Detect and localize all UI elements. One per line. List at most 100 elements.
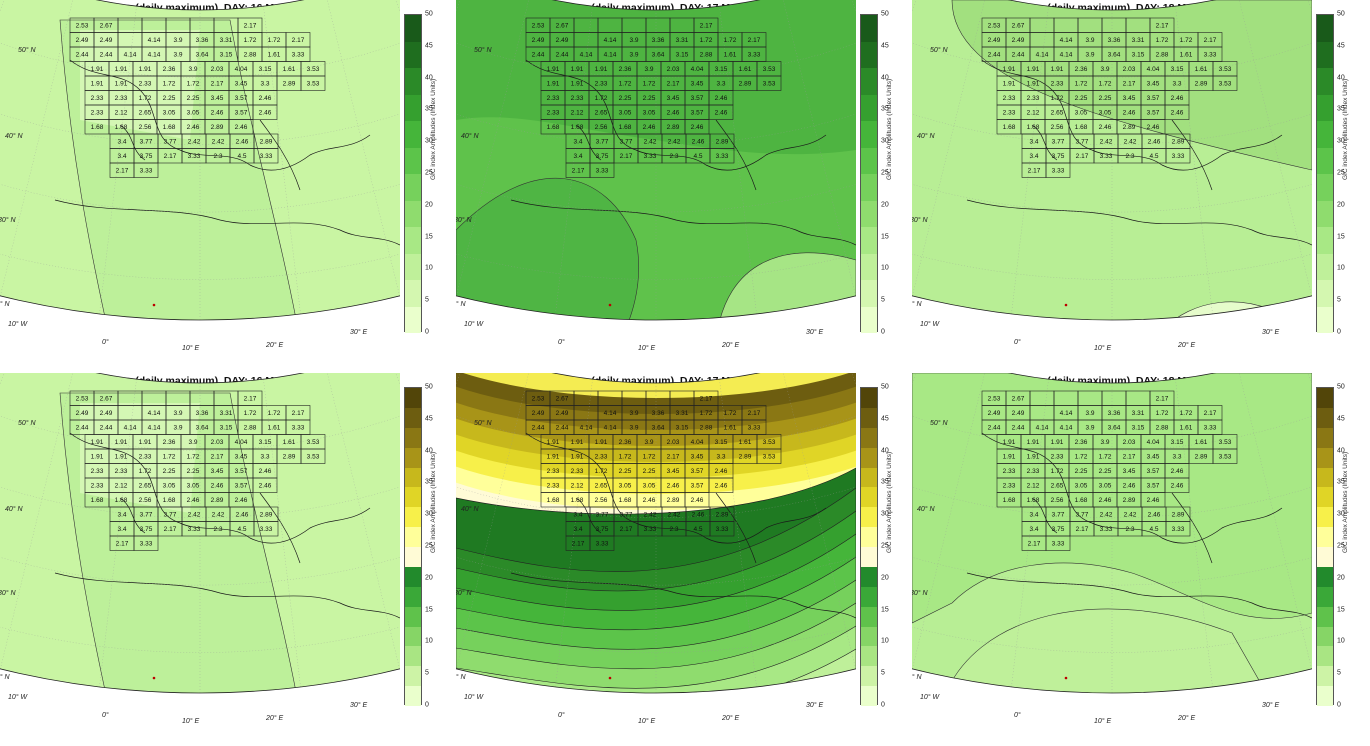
grid-cell-value: 2.25 [163, 95, 176, 102]
grid-cell-value: 1.91 [115, 66, 128, 73]
grid-cell-value: 1.91 [91, 66, 104, 73]
grid-cell-value: 2.46 [259, 482, 272, 489]
gic-value-grid: 2.53 2.67 2.17 2.49 2.49 4.14 3.9 3.36 3.31 1.72 1… [69, 390, 326, 551]
grid-cell-value: 3.4 [573, 153, 582, 160]
grid-cell-value: 2.67 [100, 395, 113, 402]
grid-cell-value: 1.91 [547, 439, 560, 446]
grid-cell-value: 2.56 [139, 497, 152, 504]
grid-cell-value: 2.53 [988, 395, 1001, 402]
map-panel-gicy-17: GICy Index (daily maximum), DAY: 17 Marc… [456, 0, 912, 373]
grid-cell-value: 2.49 [988, 410, 1001, 417]
map-canvas: 2.53 2.67 2.17 2.49 2.49 4.14 3.9 3.36 3.31 1.72 1… [0, 0, 400, 352]
grid-cell-value: 3.31 [676, 410, 689, 417]
colorbar-tick: 20 [881, 574, 889, 582]
grid-cell-value: 3.36 [196, 37, 209, 44]
colorbar-tick: 35 [425, 478, 433, 486]
grid-cell-value: 3.9 [1100, 439, 1109, 446]
grid-cell-value: 3.45 [1123, 95, 1136, 102]
grid-cell-value: 2.17 [116, 167, 129, 174]
grid-cell-value: 3.75 [1052, 153, 1065, 160]
grid-cell-value: 2.89 [211, 124, 224, 131]
grid-cell-value: 3.33 [1172, 153, 1185, 160]
grid-cell-value: 2.33 [1051, 80, 1064, 87]
grid-cell-value: 2.25 [619, 468, 632, 475]
grid-cell-value: 2.17 [620, 153, 633, 160]
grid-cell-value: 2.88 [244, 51, 257, 58]
grid-cell [1165, 148, 1191, 164]
grid-cell-value: 2.42 [212, 138, 225, 145]
grid-cell-value: 4.5 [237, 153, 246, 160]
grid-cell-value: 2.42 [212, 511, 225, 518]
grid-cell-value: 2.3 [213, 153, 222, 160]
colorbar-tick: 35 [881, 478, 889, 486]
lon-label: 20° E [721, 341, 740, 349]
colorbar-tick: 40 [425, 74, 433, 82]
grid-cell-value: 2.03 [667, 439, 680, 446]
grid-cell-value: 2.33 [115, 95, 128, 102]
lat-label: 30° N [912, 589, 929, 597]
grid-cell-value: 2.42 [188, 138, 201, 145]
grid-cell-value: 1.72 [244, 410, 257, 417]
grid-cell-value: 4.5 [693, 526, 702, 533]
grid-cell-value: 2.67 [556, 22, 569, 29]
grid-cell-value: 3.33 [596, 540, 609, 547]
grid-cell-value: 3.05 [163, 109, 176, 116]
grid-cell-value: 2.33 [91, 95, 104, 102]
colorbar-tick: 30 [881, 510, 889, 518]
colorbar-tick: 30 [1337, 137, 1345, 145]
grid-cell-value: 3.9 [188, 439, 197, 446]
grid-cell-value: 1.72 [643, 80, 656, 87]
grid-cell-value: 3.36 [652, 410, 665, 417]
grid-cell-value: 3.77 [596, 511, 609, 518]
grid-cell-value: 1.91 [115, 439, 128, 446]
map-canvas: 2.53 2.67 2.17 2.49 2.49 4.14 3.9 3.36 3.31 1.72 1… [0, 373, 400, 725]
grid-cell-value: 2.46 [692, 511, 705, 518]
grid-cell [589, 535, 615, 551]
lon-label: 0° [102, 711, 109, 719]
lon-label: 0° [102, 338, 109, 346]
lat-label: 30° N [456, 589, 473, 597]
grid-cell-value: 3.33 [1204, 424, 1217, 431]
grid-cell-value: 2.56 [595, 124, 608, 131]
colorbar-tick: 0 [881, 328, 885, 336]
grid-cell-value: 3.4 [1029, 526, 1038, 533]
gic-value-grid: 2.53 2.67 2.17 2.49 2.49 4.14 3.9 3.36 3.31 1.72 1… [525, 17, 782, 178]
colorbar-tick: 35 [881, 105, 889, 113]
colorbar-tick: 15 [425, 233, 433, 241]
colorbar [404, 387, 422, 706]
grid-cell-value: 3.53 [1219, 439, 1232, 446]
colorbar-tick: 15 [881, 233, 889, 241]
colorbar-tick: 45 [425, 415, 433, 423]
lat-label: 50° N [18, 419, 37, 427]
grid-cell-value: 1.72 [595, 95, 608, 102]
grid-cell-value: 1.91 [547, 66, 560, 73]
grid-cell-value: 3.9 [1085, 410, 1094, 417]
grid-cell-value: 3.64 [196, 51, 209, 58]
grid-cell-value: 3.3 [716, 453, 725, 460]
grid-cell-value: 2.25 [163, 468, 176, 475]
grid-cell-value: 3.57 [691, 109, 704, 116]
grid-cell-value: 2.36 [1075, 439, 1088, 446]
grid-cell-value: 2.17 [292, 37, 305, 44]
grid-cell-value: 3.75 [140, 153, 153, 160]
colorbar-tick: 35 [1337, 105, 1345, 113]
colorbar-label: GIC index Amplitudes (Index Units) [886, 78, 893, 180]
grid-cell-value: 2.89 [283, 80, 296, 87]
grid-cell-value: 2.46 [1171, 109, 1184, 116]
grid-cell-value: 1.72 [268, 410, 281, 417]
grid-cell-value: 2.17 [116, 540, 129, 547]
grid-cell-value: 2.17 [1123, 453, 1136, 460]
grid-cell [133, 162, 159, 178]
grid-cell-value: 3.9 [629, 410, 638, 417]
grid-cell-value: 4.04 [691, 66, 704, 73]
grid-cell-value: 2.89 [260, 511, 273, 518]
grid-cell-value: 2.33 [139, 453, 152, 460]
lon-label: 10° E [638, 717, 656, 725]
lon-label: 10° W [464, 320, 485, 328]
grid-cell-value: 2.36 [1075, 66, 1088, 73]
grid-cell [133, 535, 159, 551]
grid-cell-value: 1.72 [724, 410, 737, 417]
grid-cell-value: 1.91 [1051, 439, 1064, 446]
grid-cell-value: 3.33 [260, 526, 273, 533]
colorbar-tick: 10 [425, 637, 433, 645]
